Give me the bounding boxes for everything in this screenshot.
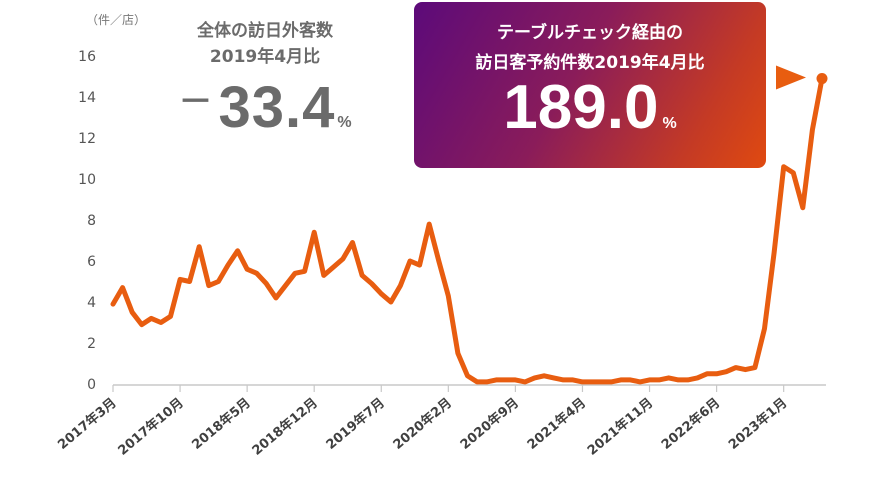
series-points	[816, 73, 828, 85]
end-arrow-marker	[776, 65, 806, 90]
left-stat-title: 全体の訪日外客数	[197, 21, 333, 41]
y-tick-label: 4	[87, 295, 96, 311]
right-stat-title: テーブルチェック経由の	[497, 23, 683, 43]
series-line	[110, 76, 825, 385]
right-stat-value-row: 189.0%	[414, 76, 766, 156]
series-end-point	[816, 73, 828, 85]
y-tick-label: 2	[87, 336, 96, 352]
y-tick-label: 14	[78, 90, 96, 106]
x-tick-label: 2017年3月	[55, 395, 120, 453]
y-axis: 0 2 4 6 8 10 12 14 16	[78, 49, 96, 393]
y-tick-label: 8	[87, 213, 96, 229]
right-stat-panel: テーブルチェック経由の 訪日客予約件数2019年4月比 189.0%	[414, 2, 766, 168]
x-tick-label: 2018年12月	[249, 395, 321, 459]
x-tick-label: 2017年10月	[115, 395, 187, 459]
right-stat-unit: %	[662, 115, 677, 132]
left-stat-sign: －	[178, 83, 213, 121]
x-tick-label: 2018年5月	[189, 395, 254, 453]
x-tick-label: 2023年1月	[725, 395, 790, 453]
right-stat-value: 189.0	[503, 73, 659, 142]
y-tick-label: 12	[78, 131, 96, 147]
left-stat-value-row: － 33.4%	[150, 72, 380, 153]
y-axis-unit-label: （件／店）	[86, 13, 146, 27]
left-stat-subtitle: 2019年4月比	[209, 47, 321, 67]
left-stat-unit: %	[337, 114, 352, 131]
left-stat-value: 33.4	[218, 75, 336, 140]
x-tick-label: 2019年7月	[323, 395, 388, 453]
x-tick-label: 2020年9月	[457, 395, 522, 453]
y-tick-label: 6	[87, 254, 96, 270]
x-tick-label: 2021年4月	[524, 395, 589, 453]
right-stat-subtitle: 訪日客予約件数2019年4月比	[475, 53, 705, 73]
y-tick-label: 16	[78, 49, 96, 65]
y-tick-label: 10	[78, 172, 96, 188]
x-tick-label: 2022年6月	[658, 395, 723, 453]
x-tick-label: 2020年2月	[390, 395, 455, 453]
y-tick-label: 0	[87, 377, 96, 393]
left-stat-panel: 全体の訪日外客数 2019年4月比 － 33.4%	[150, 14, 380, 153]
x-tick-label: 2021年11月	[584, 395, 656, 459]
